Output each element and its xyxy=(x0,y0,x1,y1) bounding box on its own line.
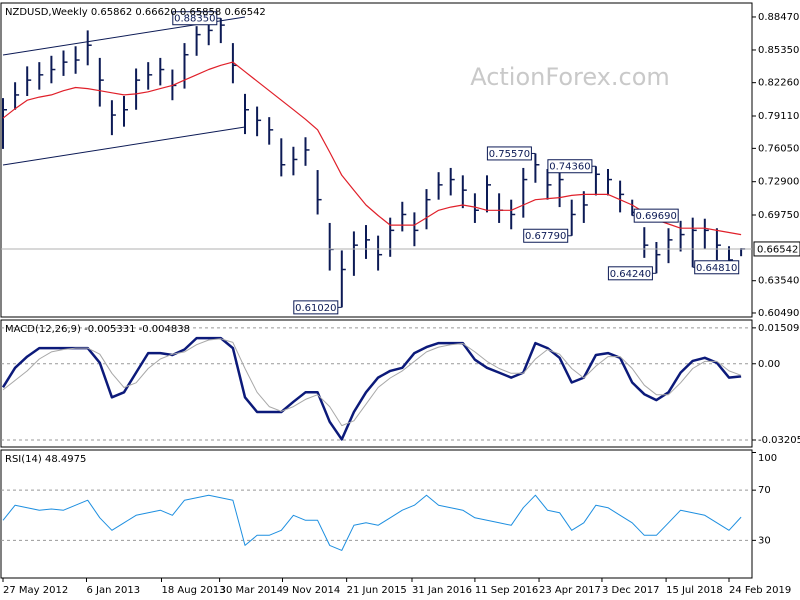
y-tick-label: 0.72900 xyxy=(758,177,799,188)
y-tick-label: 0.69750 xyxy=(758,210,799,221)
annotation-label: 0.74360 xyxy=(549,162,590,173)
y-tick-label: 100 xyxy=(758,453,777,464)
channel-line xyxy=(2,126,246,166)
watermark: ActionForex.com xyxy=(470,63,670,91)
annotation-box xyxy=(523,228,569,243)
y-tick-label: 0.76050 xyxy=(758,143,799,154)
x-tick-label: 3 Dec 2017 xyxy=(602,585,660,596)
panel-frame xyxy=(0,449,753,579)
y-tick-label: 0.85350 xyxy=(758,45,799,56)
y-tick-label: 30 xyxy=(758,535,771,546)
y-tick-label: 0.015093 xyxy=(758,323,800,334)
y-tick-label: 0.63540 xyxy=(758,276,799,287)
x-tick-label: 11 Sep 2016 xyxy=(475,585,538,596)
y-tick-label: 70 xyxy=(758,485,771,496)
last-price-box xyxy=(753,241,800,257)
x-tick-label: 24 Feb 2019 xyxy=(729,585,791,596)
y-tick-label: 0.79110 xyxy=(758,111,799,122)
x-tick-label: 15 Jul 2018 xyxy=(666,585,723,596)
x-tick-label: 9 Nov 2014 xyxy=(283,585,341,596)
panel-frame xyxy=(0,2,753,318)
annotation-label: 0.64810 xyxy=(696,263,737,274)
x-tick-label: 6 Jan 2013 xyxy=(86,585,140,596)
y-tick-label: 0.60490 xyxy=(758,308,799,319)
y-tick-label: 0.82260 xyxy=(758,78,799,89)
annotation-label: 0.67790 xyxy=(525,231,566,242)
y-tick-label: 0.88470 xyxy=(758,12,799,23)
x-tick-label: 31 Jan 2016 xyxy=(412,585,472,596)
y-tick-label: -0.032057 xyxy=(758,435,800,446)
y-tick-label: 0.00 xyxy=(758,359,780,370)
moving-average xyxy=(2,61,742,236)
annotation-box xyxy=(633,208,679,223)
x-tick-label: 23 Apr 2017 xyxy=(539,585,601,596)
last-price-label: 0.66542 xyxy=(757,244,798,255)
annotation-box xyxy=(293,300,339,315)
annotation-label: 0.64240 xyxy=(610,269,651,280)
x-tick-label: 30 Mar 2014 xyxy=(220,585,283,596)
x-tick-label: 18 Aug 2013 xyxy=(162,585,226,596)
indicator-line xyxy=(2,494,742,551)
x-tick-label: 21 Jun 2015 xyxy=(347,585,407,596)
annotation-label: 0.69690 xyxy=(636,211,677,222)
panel-title: RSI(14) 48.4975 xyxy=(5,454,86,465)
annotation-box xyxy=(694,260,740,275)
annotation-label: 0.61020 xyxy=(295,303,336,314)
annotation-box xyxy=(486,146,532,161)
annotation-label: 0.75570 xyxy=(489,149,530,160)
panel-title: MACD(12,26,9) -0.005331 -0.004838 xyxy=(5,324,190,335)
x-tick-label: 27 May 2012 xyxy=(3,585,68,596)
indicator-line xyxy=(2,338,742,427)
annotation-box xyxy=(547,159,593,174)
annotation-box xyxy=(607,266,653,281)
panel-frame xyxy=(0,319,753,448)
annotation-label: 0.88350 xyxy=(174,14,215,25)
panel-title: NZDUSD,Weekly 0.65862 0.66620 0.65858 0.… xyxy=(5,7,266,18)
annotation-box xyxy=(172,11,218,26)
